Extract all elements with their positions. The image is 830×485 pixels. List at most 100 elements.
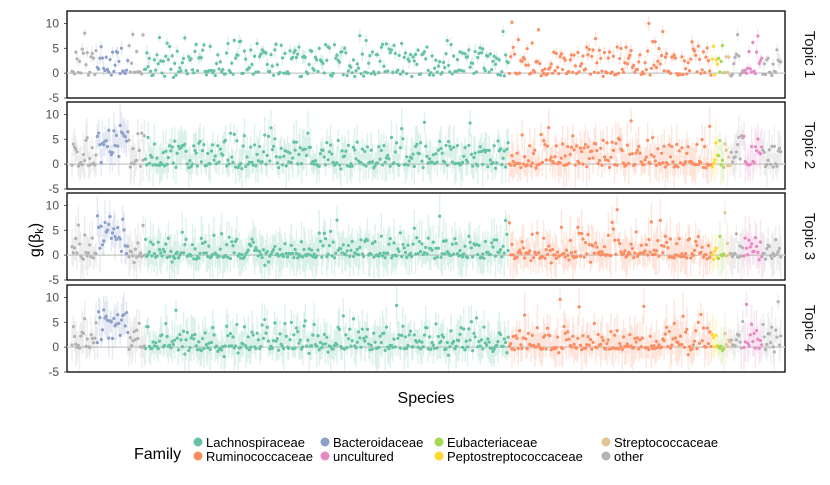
species-point: [667, 329, 671, 334]
species-point: [590, 149, 594, 153]
species-point: [164, 54, 168, 58]
species-point: [749, 70, 754, 74]
species-point: [633, 70, 637, 74]
species-point: [604, 347, 608, 351]
species-point: [629, 242, 633, 246]
species-point: [244, 57, 248, 61]
species-point: [578, 254, 583, 258]
species-point: [97, 310, 101, 314]
species-point: [171, 75, 176, 79]
species-point: [240, 253, 244, 257]
species-point: [454, 344, 458, 348]
species-point: [315, 344, 319, 348]
species-point: [166, 155, 170, 160]
species-point: [571, 70, 575, 74]
species-point: [529, 343, 533, 348]
species-point: [580, 150, 584, 154]
species-point: [212, 69, 216, 73]
species-point: [258, 144, 262, 149]
species-point: [104, 55, 108, 59]
species-point: [98, 246, 102, 250]
species-point: [396, 68, 400, 72]
species-point: [599, 56, 603, 61]
species-point: [675, 142, 679, 147]
species-point: [128, 70, 132, 74]
species-point: [602, 245, 607, 249]
species-point: [430, 160, 434, 164]
species-point: [81, 152, 86, 157]
species-point: [484, 148, 489, 152]
species-point: [247, 160, 252, 164]
species-point: [70, 245, 74, 249]
species-point: [596, 161, 600, 166]
species-point: [463, 52, 467, 56]
species-point: [625, 143, 629, 147]
species-point: [107, 128, 111, 132]
species-point: [652, 344, 656, 348]
species-point: [694, 162, 698, 167]
species-point: [412, 164, 416, 169]
species-point: [170, 54, 174, 58]
species-point: [481, 347, 485, 351]
species-point: [250, 62, 254, 67]
species-point: [714, 141, 718, 145]
species-point: [572, 256, 576, 260]
species-point: [592, 251, 596, 255]
species-point: [242, 325, 247, 329]
species-point: [110, 151, 115, 155]
species-point: [767, 244, 771, 248]
species-point: [753, 71, 757, 76]
species-point: [426, 161, 430, 165]
species-point: [351, 58, 356, 62]
species-point: [75, 57, 79, 61]
species-point: [768, 341, 773, 345]
species-point: [247, 348, 252, 352]
species-point: [342, 154, 347, 158]
species-point: [356, 330, 361, 334]
species-point: [362, 162, 366, 167]
species-point: [363, 70, 367, 74]
species-point: [649, 344, 654, 348]
species-point: [86, 251, 91, 255]
species-point: [719, 344, 723, 348]
species-point: [156, 347, 160, 351]
species-point: [605, 253, 609, 257]
species-point: [614, 252, 618, 256]
species-point: [540, 160, 544, 164]
species-point: [360, 327, 364, 331]
species-point: [178, 332, 182, 337]
species-point: [613, 163, 617, 167]
species-point: [755, 244, 759, 249]
species-point: [105, 67, 110, 72]
species-point: [384, 325, 389, 329]
species-point: [648, 162, 652, 166]
species-point: [302, 247, 306, 252]
species-point: [486, 337, 490, 341]
species-point: [587, 343, 591, 347]
species-point: [549, 155, 553, 159]
species-point: [516, 346, 520, 351]
species-point: [170, 260, 174, 264]
species-point: [254, 70, 258, 74]
species-point: [643, 61, 647, 65]
species-point: [477, 150, 481, 154]
species-point: [732, 62, 736, 66]
species-point: [635, 148, 640, 152]
species-point: [415, 142, 419, 146]
species-point: [90, 236, 94, 240]
species-point: [449, 43, 453, 47]
species-point: [221, 153, 225, 157]
species-point: [391, 70, 395, 74]
species-point: [722, 252, 726, 256]
species-point: [365, 71, 370, 75]
species-point: [372, 255, 376, 259]
species-point: [330, 152, 334, 156]
species-point: [492, 238, 496, 242]
species-point: [523, 313, 527, 317]
species-point: [639, 72, 643, 76]
species-point: [410, 255, 414, 259]
species-point: [741, 246, 745, 250]
species-point: [141, 223, 145, 228]
species-point: [455, 143, 460, 148]
species-point: [157, 339, 162, 343]
